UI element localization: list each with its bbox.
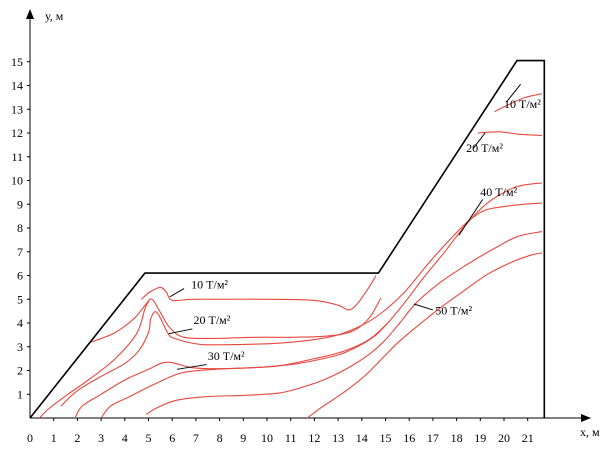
y-axis-label: у, м: [45, 9, 64, 23]
isoline-label: 20 Т/м²: [466, 141, 503, 155]
label-leader: [169, 288, 185, 298]
x-tick-label: 10: [261, 431, 273, 445]
isoline-5: [100, 320, 391, 419]
label-leader: [413, 303, 434, 311]
isoline-8: [494, 93, 543, 113]
x-tick-label: 0: [27, 431, 33, 445]
x-tick-label: 1: [51, 431, 57, 445]
isoline-0: [141, 275, 377, 311]
y-tick-label: 5: [17, 292, 23, 306]
y-tick-label: 12: [11, 126, 23, 140]
isoline-9: [477, 131, 542, 136]
x-tick-label: 17: [427, 431, 439, 445]
x-tick-label: 7: [193, 431, 199, 445]
x-ticks: 0 1 2 3 4 5 6 7 8 9 10 11 12 13 14 15 16 17 18 19 20 21: [27, 418, 534, 445]
y-tick-label: 15: [11, 55, 23, 69]
label-leader: [505, 84, 521, 103]
x-tick-label: 20: [498, 431, 510, 445]
isoline-label: 50 Т/м²: [435, 304, 472, 318]
y-tick-label: 1: [17, 387, 23, 401]
slope-outline: [29, 59, 546, 419]
y-tick-label: 3: [17, 340, 23, 354]
isoline-7: [306, 252, 543, 419]
x-tick-label: 13: [332, 431, 344, 445]
y-tick-label: 8: [17, 221, 23, 235]
y-tick-label: 11: [11, 150, 23, 164]
x-tick-label: 11: [285, 431, 297, 445]
x-tick-label: 21: [522, 431, 534, 445]
isoline-label: 10 Т/м²: [504, 97, 541, 111]
label-leader: [458, 199, 484, 236]
x-axis-label: x, м: [580, 425, 600, 439]
x-tick-label: 6: [169, 431, 175, 445]
y-tick-label: 9: [17, 197, 23, 211]
x-tick-label: 4: [122, 431, 128, 445]
label-leader: [168, 328, 193, 335]
x-tick-label: 3: [98, 431, 104, 445]
x-tick-label: 9: [240, 431, 246, 445]
label-leader: [472, 132, 486, 149]
y-tick-label: 4: [17, 316, 23, 330]
x-tick-label: 2: [74, 431, 80, 445]
x-tick-label: 8: [217, 431, 223, 445]
x-tick-label: 14: [356, 431, 368, 445]
label-leader: [176, 364, 207, 370]
y-tick-label: 6: [17, 269, 23, 283]
isoline-label: 40 Т/м²: [480, 185, 517, 199]
isoline-6: [145, 231, 543, 415]
isoline-1: [91, 297, 382, 343]
x-tick-label: 18: [451, 431, 463, 445]
y-tick-label: 2: [17, 364, 23, 378]
x-tick-label: 5: [146, 431, 152, 445]
y-tick-label: 7: [17, 245, 23, 259]
x-tick-label: 16: [403, 431, 415, 445]
isoline-label: 30 Т/м²: [208, 349, 245, 363]
y-tick-label: 14: [11, 79, 23, 93]
isoline-3: [39, 301, 149, 419]
x-tick-label: 19: [474, 431, 486, 445]
x-tick-label: 15: [380, 431, 392, 445]
isoline-4: [74, 182, 542, 419]
y-tick-label: 10: [11, 174, 23, 188]
isoline-labels: 10 Т/м² 20 Т/м² 30 Т/м² 10 Т/м² 20 Т/м² 40 Т/…: [168, 84, 541, 370]
isoline-label: 10 Т/м²: [191, 278, 228, 292]
x-tick-label: 12: [308, 431, 320, 445]
isoline-label: 20 Т/м²: [194, 313, 231, 327]
y-tick-label: 13: [11, 102, 23, 116]
